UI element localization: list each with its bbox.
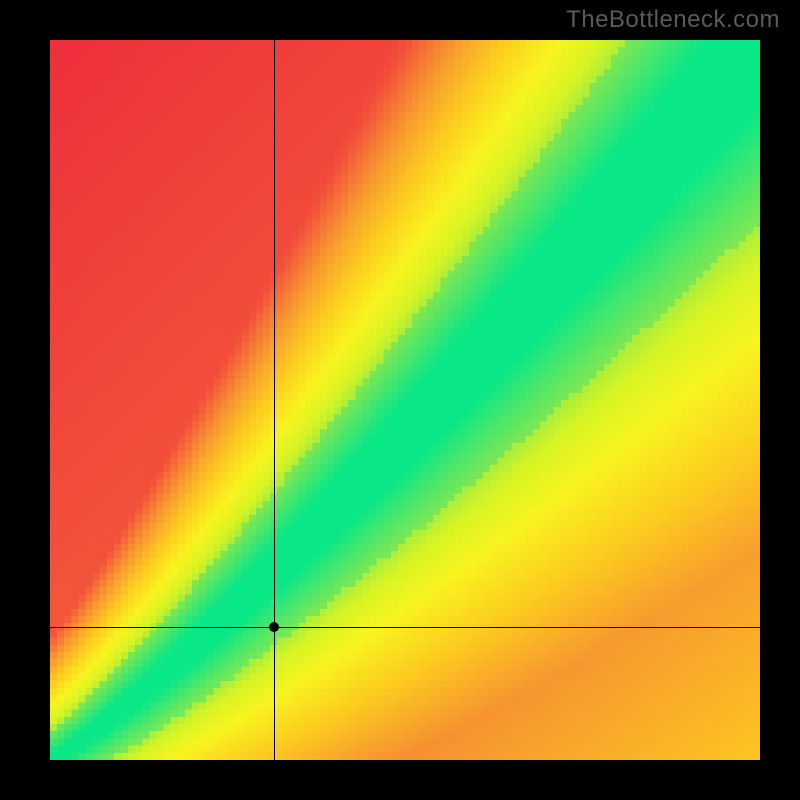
crosshair-vertical	[274, 40, 275, 760]
crosshair-marker	[269, 622, 279, 632]
watermark-text: TheBottleneck.com	[566, 6, 780, 34]
crosshair-horizontal	[50, 627, 760, 628]
heatmap-plot	[50, 40, 760, 760]
heatmap-canvas	[50, 40, 760, 760]
